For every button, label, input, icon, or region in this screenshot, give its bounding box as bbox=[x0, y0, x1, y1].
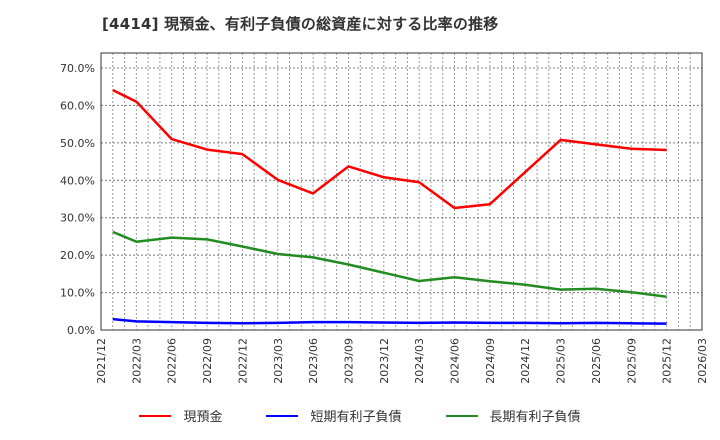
legend: 現預金 短期有利子負債 長期有利子負債 bbox=[0, 406, 720, 425]
x-tick-label: 2026/03 bbox=[696, 338, 709, 384]
x-tick-label: 2024/12 bbox=[519, 338, 532, 384]
y-tick-label: 0.0% bbox=[67, 324, 95, 337]
series-line-cash bbox=[112, 88, 667, 210]
x-tick-label: 2025/12 bbox=[661, 338, 674, 384]
x-tick-label: 2023/03 bbox=[272, 338, 285, 384]
x-tick-label: 2025/06 bbox=[590, 338, 603, 384]
legend-swatch-green bbox=[445, 414, 478, 417]
y-tick-label: 10.0% bbox=[60, 287, 95, 300]
x-tick-label: 2025/09 bbox=[625, 338, 638, 384]
y-tick-label: 50.0% bbox=[60, 137, 95, 150]
series-line-long-debt bbox=[112, 230, 667, 298]
y-tick-label: 70.0% bbox=[60, 62, 95, 75]
x-tick-label: 2022/06 bbox=[166, 338, 179, 384]
legend-label: 現預金 bbox=[183, 410, 223, 425]
legend-item-long-debt: 長期有利子負債 bbox=[445, 406, 581, 425]
x-tick-label: 2024/09 bbox=[484, 338, 497, 384]
x-tick-label: 2024/03 bbox=[413, 338, 426, 384]
data-series bbox=[112, 88, 667, 325]
chart-title: [4414] 現預金、有利子負債の総資産に対する比率の推移 bbox=[102, 15, 499, 33]
x-tick-label: 2024/06 bbox=[449, 338, 462, 384]
legend-label: 長期有利子負債 bbox=[489, 410, 581, 425]
x-tick-label: 2023/09 bbox=[342, 338, 355, 384]
legend-label: 短期有利子負債 bbox=[310, 410, 402, 425]
x-tick-label: 2025/03 bbox=[555, 338, 568, 384]
legend-swatch-blue bbox=[266, 414, 299, 417]
y-tick-label: 40.0% bbox=[60, 174, 95, 187]
plot-frame bbox=[100, 52, 703, 331]
x-tick-label: 2022/03 bbox=[130, 338, 143, 384]
y-tick-label: 60.0% bbox=[60, 99, 95, 112]
x-tick-label: 2022/12 bbox=[236, 338, 249, 384]
y-tick-label: 30.0% bbox=[60, 212, 95, 225]
x-tick-label: 2021/12 bbox=[95, 338, 108, 384]
x-tick-label: 2023/12 bbox=[378, 338, 391, 384]
x-tick-label: 2023/06 bbox=[307, 338, 320, 384]
y-axis: 0.0% 10.0% 20.0% 30.0% 40.0% 50.0% 60.0% 70.0% bbox=[60, 62, 95, 337]
series-line-short-debt bbox=[112, 317, 667, 325]
x-axis: 2021/12 2022/03 2022/06 2022/09 2022/12 2023/… bbox=[95, 338, 709, 384]
y-tick-label: 20.0% bbox=[60, 249, 95, 262]
legend-item-short-debt: 短期有利子負債 bbox=[266, 406, 402, 425]
legend-item-cash: 現預金 bbox=[139, 406, 222, 425]
x-tick-label: 2022/09 bbox=[201, 338, 214, 384]
grid-lines bbox=[101, 53, 702, 330]
legend-swatch-red bbox=[139, 414, 172, 417]
